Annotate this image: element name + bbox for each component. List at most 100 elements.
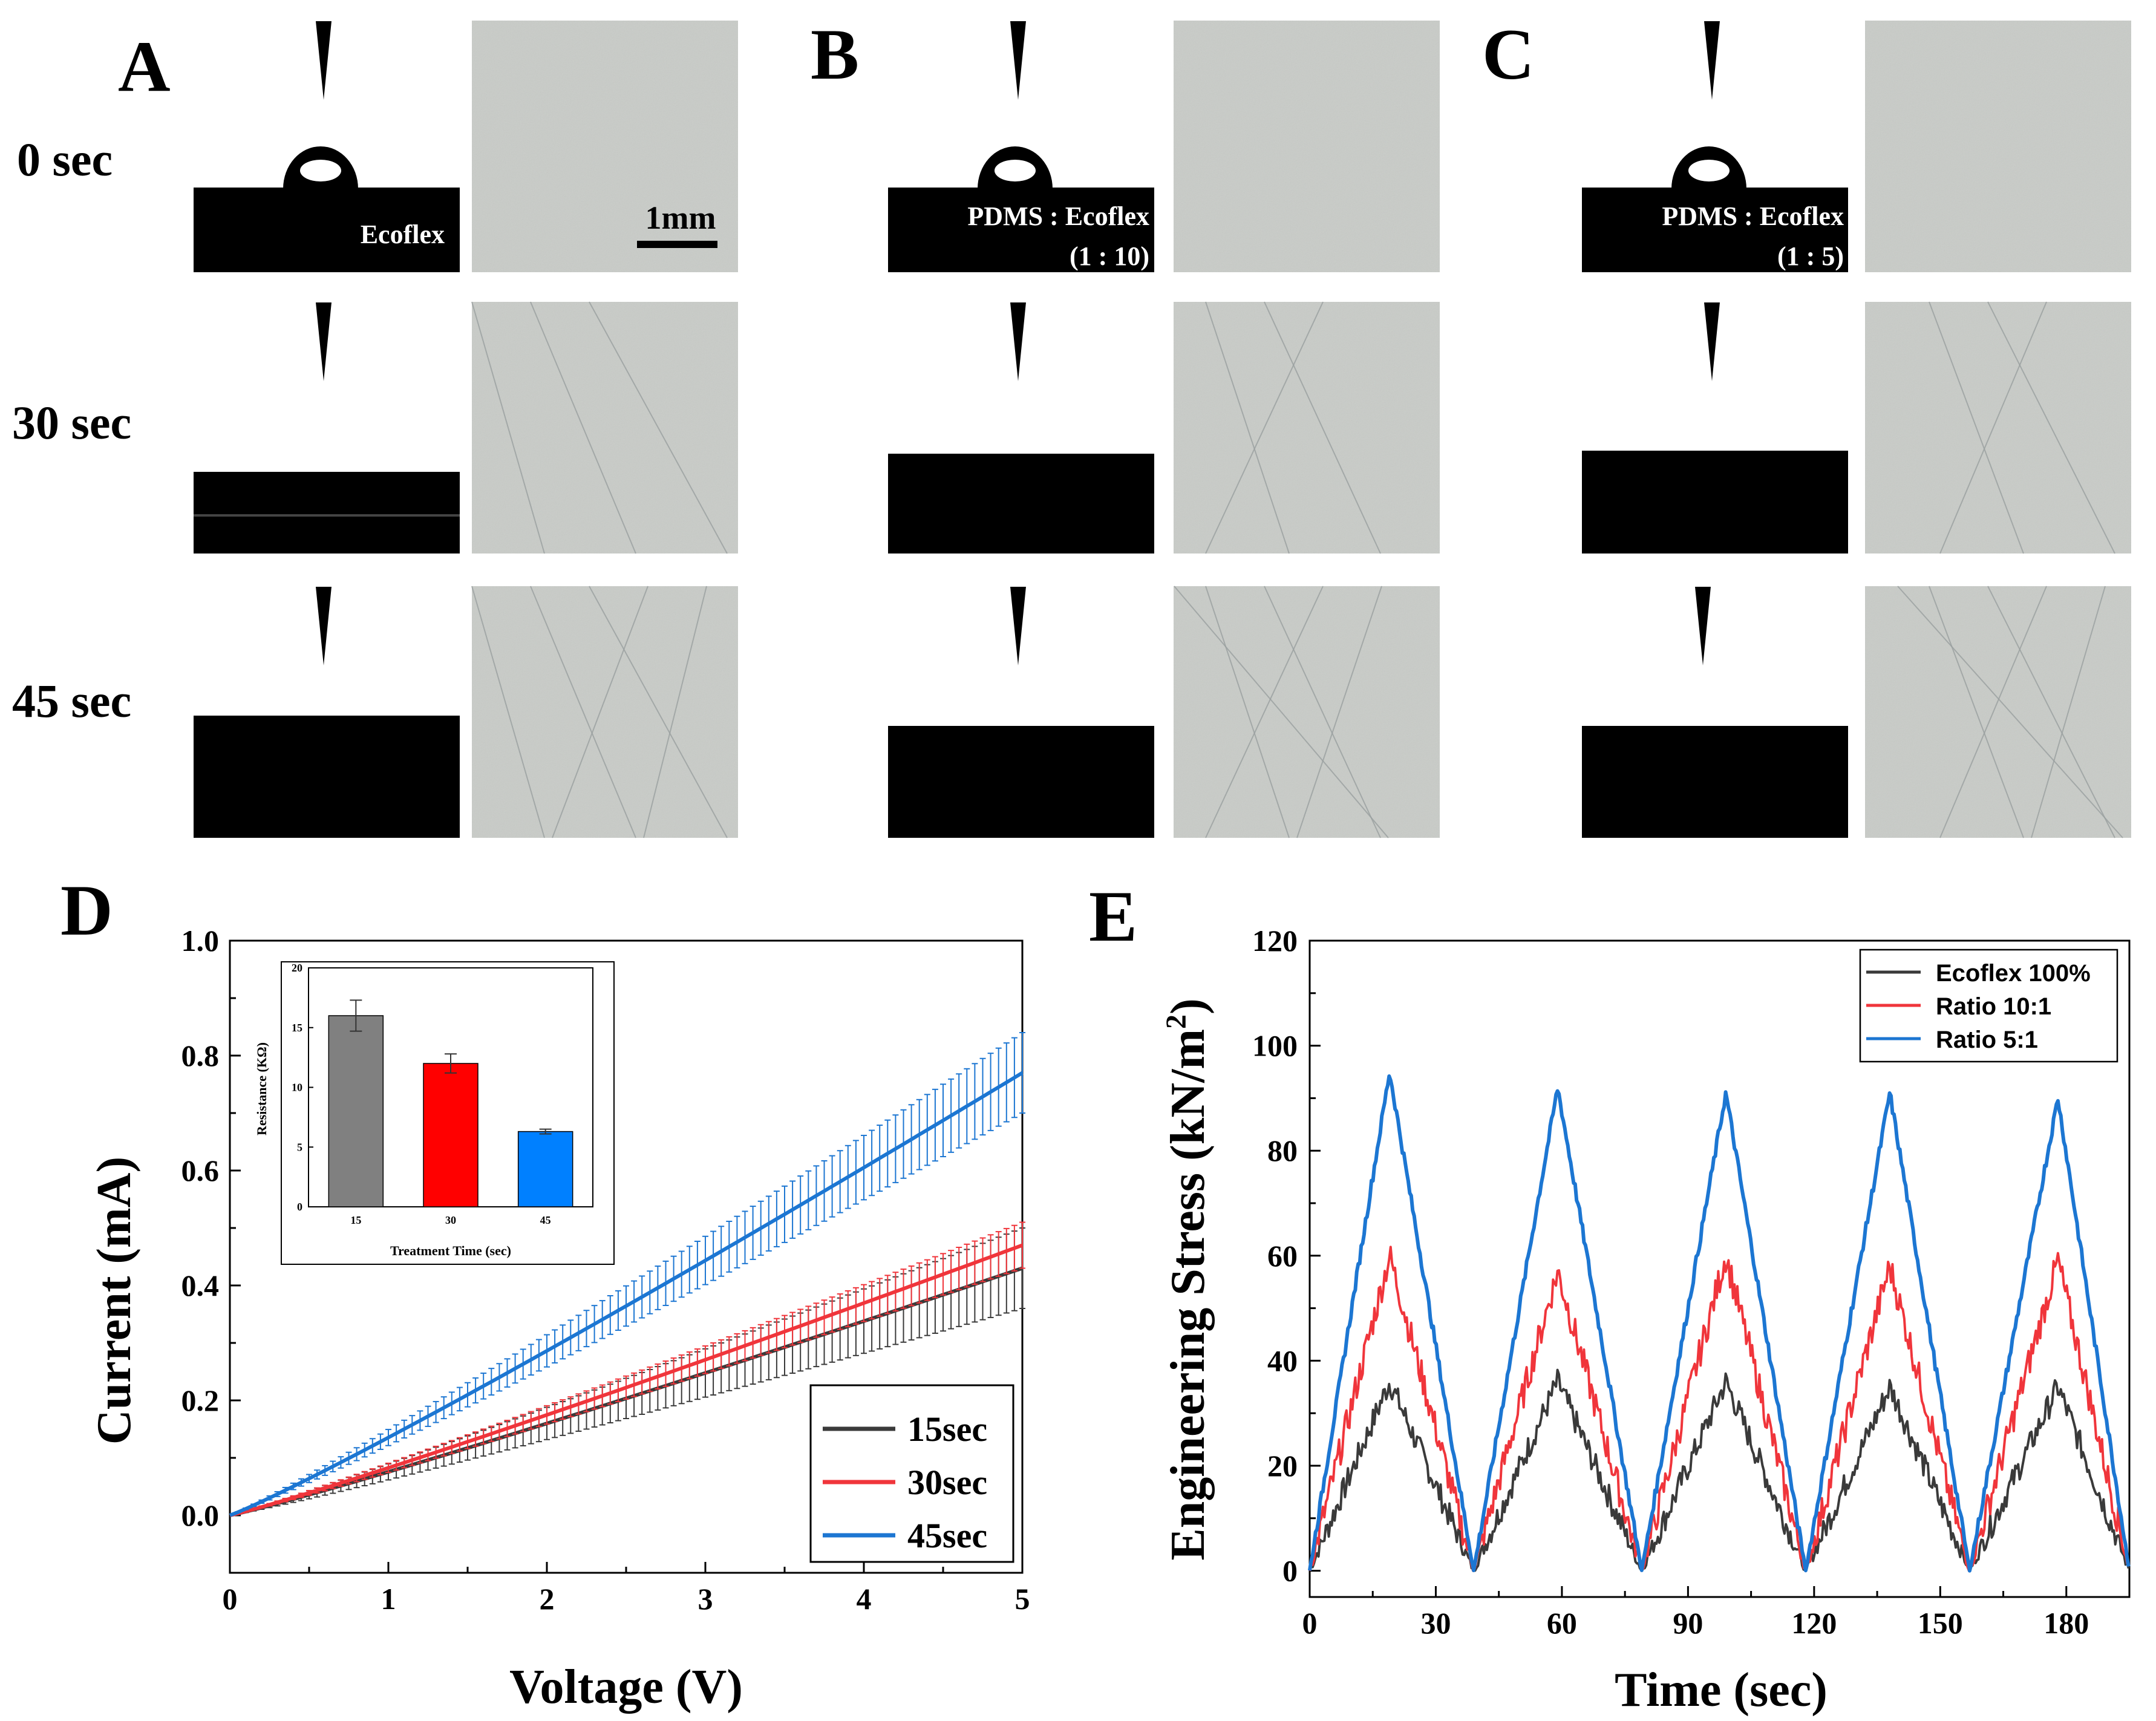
needle-icon bbox=[1010, 21, 1026, 100]
substrate-block bbox=[194, 188, 460, 272]
scale-bar-label: 1mm bbox=[645, 200, 716, 236]
inset-y-tick-label: 15 bbox=[292, 1022, 302, 1034]
crack-line bbox=[1264, 301, 1381, 554]
y-tick-label: 0 bbox=[1282, 1554, 1298, 1588]
chart-d-ylabel: Current (mA) bbox=[88, 1157, 141, 1445]
inset-bar-30 bbox=[423, 1063, 479, 1207]
panel-letter-a: A bbox=[118, 26, 171, 106]
y-tick-label: 0.0 bbox=[181, 1498, 220, 1532]
crack-line bbox=[1205, 301, 1290, 554]
series-line-ratio-5-1 bbox=[1308, 1074, 2131, 1573]
crack-line bbox=[1987, 301, 2115, 554]
label-pdms-ecoflex-c: PDMS : Ecoflex bbox=[1662, 201, 1844, 231]
label-pdms-ecoflex-b: PDMS : Ecoflex bbox=[967, 201, 1149, 231]
inset-x-tick-label: 15 bbox=[350, 1214, 361, 1226]
scale-bar bbox=[637, 241, 717, 248]
crack-line bbox=[530, 301, 636, 554]
needle-icon bbox=[316, 302, 332, 381]
substrate-block bbox=[1582, 188, 1848, 272]
x-tick-label: 150 bbox=[1918, 1606, 1963, 1640]
y-tick-label: 60 bbox=[1267, 1239, 1298, 1273]
legend-label-45sec: 45sec bbox=[907, 1516, 987, 1555]
needle-icon bbox=[1010, 302, 1026, 381]
crack-line bbox=[471, 586, 545, 838]
needle-icon bbox=[1704, 302, 1720, 381]
micrograph-texture bbox=[1174, 302, 1440, 554]
x-tick-label: 90 bbox=[1673, 1606, 1703, 1640]
y-tick-label: 100 bbox=[1252, 1029, 1298, 1063]
panel-letter-b: B bbox=[811, 14, 859, 94]
x-tick-label: 0 bbox=[1302, 1606, 1318, 1640]
legend-label-30sec: 30sec bbox=[907, 1463, 987, 1502]
x-tick-label: 180 bbox=[2043, 1606, 2089, 1640]
crack-line bbox=[471, 301, 545, 554]
row-label-45sec: 45 sec bbox=[12, 674, 131, 727]
micrograph-texture bbox=[1174, 586, 1440, 838]
chart-e-legend: Ecoflex 100% Ratio 10:1 Ratio 5:1 bbox=[1859, 949, 2118, 1063]
crack-line bbox=[1929, 301, 2024, 554]
crack-line bbox=[589, 586, 728, 838]
micrograph-texture bbox=[1174, 21, 1440, 272]
substrate-block bbox=[1582, 451, 1848, 554]
label-ratio-b: (1 : 10) bbox=[1070, 241, 1149, 271]
y-tick-label: 1.0 bbox=[181, 924, 220, 958]
y-tick-label: 0.8 bbox=[181, 1039, 220, 1073]
needle-icon bbox=[1010, 587, 1026, 665]
series-line-ecoflex-100- bbox=[1308, 1368, 2130, 1572]
crack-line bbox=[530, 586, 636, 838]
chart-e-frame bbox=[1308, 939, 2131, 1598]
crack-line bbox=[2031, 586, 2106, 838]
series-line-30sec bbox=[229, 1243, 1024, 1517]
needle-icon bbox=[316, 587, 332, 665]
legend-label-ratio-10-1: Ratio 10:1 bbox=[1936, 993, 2051, 1020]
series-line-45sec bbox=[229, 1071, 1024, 1517]
panel-letter-e: E bbox=[1089, 876, 1137, 956]
inset-y-tick-label: 10 bbox=[292, 1082, 302, 1094]
x-tick-label: 4 bbox=[857, 1582, 872, 1616]
x-tick-label: 2 bbox=[540, 1582, 555, 1616]
crack-line bbox=[1939, 586, 2047, 838]
micrograph-texture bbox=[1865, 302, 2131, 554]
droplet-highlight bbox=[300, 160, 341, 181]
crack-line bbox=[552, 586, 648, 838]
crack-line bbox=[1205, 586, 1290, 838]
chart-e-xlabel: Time (sec) bbox=[1615, 1664, 1828, 1717]
droplet-highlight bbox=[995, 160, 1036, 181]
micrograph-texture bbox=[472, 21, 738, 272]
x-tick-label: 120 bbox=[1791, 1606, 1837, 1640]
y-tick-label: 120 bbox=[1252, 924, 1298, 958]
chart-d-inset: 0 5 10 15 20 15 30 45 bbox=[281, 961, 615, 1265]
micrograph-texture bbox=[1865, 21, 2131, 272]
y-tick-label: 20 bbox=[1267, 1449, 1298, 1483]
substrate-block bbox=[1582, 726, 1848, 838]
panel-letter-c: C bbox=[1482, 14, 1535, 94]
crack-line bbox=[589, 301, 728, 554]
needle-icon bbox=[1695, 587, 1711, 665]
micrograph-texture bbox=[472, 302, 738, 554]
y-tick-label: 0.6 bbox=[181, 1154, 220, 1187]
crack-line bbox=[1987, 586, 2115, 838]
image-grid bbox=[194, 21, 2131, 838]
x-tick-label: 0 bbox=[223, 1582, 238, 1616]
series-30sec bbox=[229, 1221, 1025, 1517]
crack-line bbox=[1264, 586, 1381, 838]
y-tick-label: 0.2 bbox=[181, 1383, 220, 1417]
legend-label-15sec: 15sec bbox=[907, 1409, 987, 1449]
x-tick-label: 60 bbox=[1547, 1606, 1577, 1640]
chart-d: 0 1 2 3 4 50.00.20.40.60.81.0 bbox=[181, 924, 1030, 1616]
inset-bar-15 bbox=[328, 1015, 384, 1207]
inset-y-tick-label: 20 bbox=[292, 962, 302, 974]
substrate-block bbox=[194, 472, 460, 554]
inset-ylabel: Resistance (KΩ) bbox=[254, 1042, 269, 1135]
micrograph-texture bbox=[1865, 586, 2131, 838]
substrate-block bbox=[888, 726, 1154, 838]
inset-y-tick-label: 0 bbox=[297, 1201, 302, 1213]
droplet-highlight bbox=[1688, 160, 1730, 181]
inset-y-tick-label: 5 bbox=[297, 1141, 302, 1153]
needle-icon bbox=[1704, 21, 1720, 100]
crack-line bbox=[1174, 586, 1389, 838]
y-tick-label: 40 bbox=[1267, 1344, 1298, 1377]
inset-bar-45 bbox=[517, 1131, 573, 1207]
crack-line bbox=[1296, 586, 1382, 838]
